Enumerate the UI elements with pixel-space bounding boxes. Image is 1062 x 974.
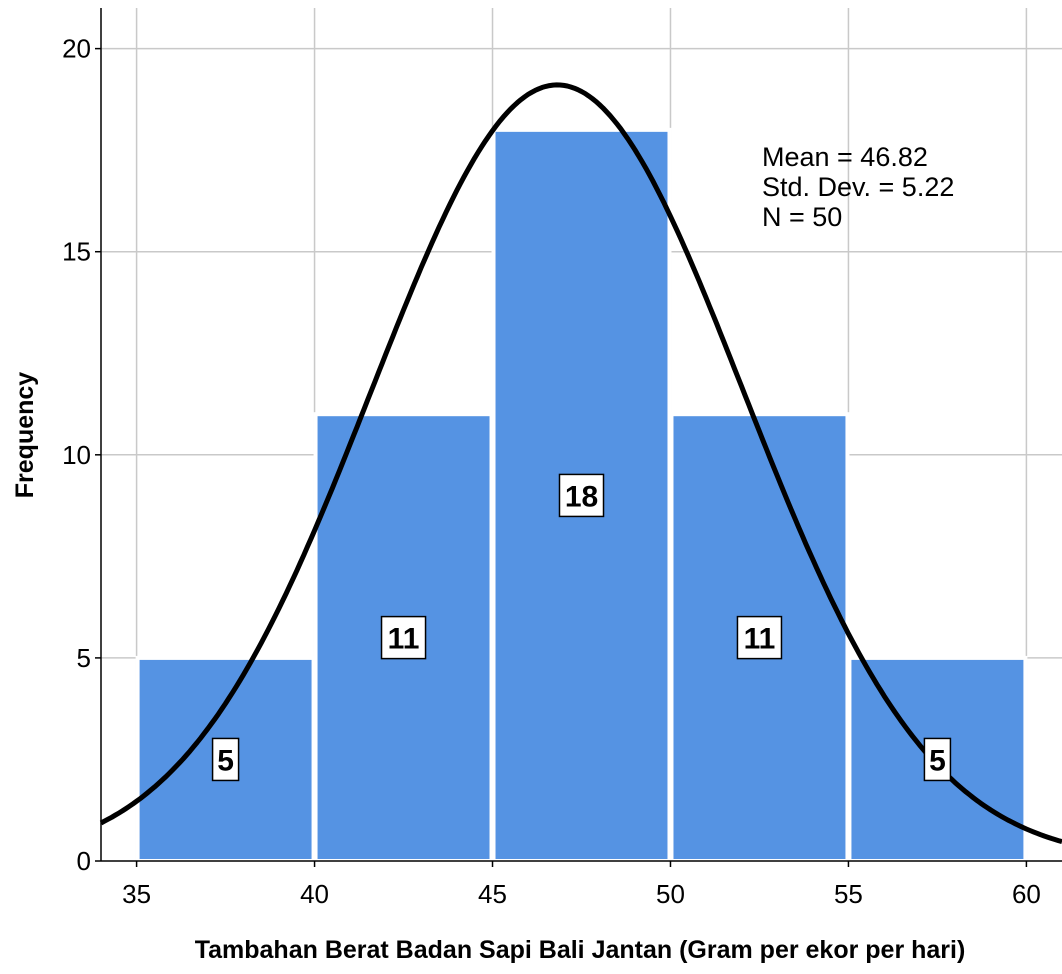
stats-legend: Mean = 46.82 Std. Dev. = 5.22 N = 50 bbox=[762, 142, 954, 232]
y-tick-label: 15 bbox=[62, 237, 91, 267]
y-tick-label: 0 bbox=[77, 846, 91, 876]
x-tick-label: 35 bbox=[122, 879, 151, 909]
y-axis-title: Frequency bbox=[11, 372, 39, 499]
y-tick-label: 20 bbox=[62, 34, 91, 64]
bar-data-label: 11 bbox=[744, 623, 776, 656]
bar-data-label: 5 bbox=[217, 744, 234, 777]
data-label-box bbox=[558, 473, 605, 518]
bar-data-label: 18 bbox=[565, 480, 598, 513]
x-axis-title: Tambahan Berat Badan Sapi Bali Jantan (G… bbox=[195, 936, 966, 964]
y-tick-label: 10 bbox=[62, 440, 91, 470]
normal-curve-layer bbox=[99, 82, 1062, 845]
stats-std-dev: Std. Dev. = 5.22 bbox=[762, 172, 954, 202]
data-label-box bbox=[736, 615, 783, 660]
x-tick-label: 40 bbox=[300, 879, 329, 909]
bar-data-label: 11 bbox=[388, 623, 420, 656]
data-label-box bbox=[211, 737, 240, 782]
data-label-box bbox=[923, 737, 952, 782]
bar-data-label: 5 bbox=[929, 744, 946, 777]
data-label-box bbox=[380, 615, 427, 660]
axes bbox=[95, 8, 1062, 867]
bar-data-labels: 5 11 18 11 5 bbox=[211, 473, 952, 782]
normal-curve bbox=[99, 82, 1062, 845]
x-tick-label: 60 bbox=[1012, 879, 1041, 909]
stats-n: N = 50 bbox=[762, 202, 842, 232]
x-tick-label: 55 bbox=[834, 879, 863, 909]
x-tick-label: 45 bbox=[478, 879, 507, 909]
y-tick-label: 5 bbox=[77, 643, 91, 673]
stats-mean: Mean = 46.82 bbox=[762, 142, 928, 172]
x-tick-label: 50 bbox=[656, 879, 685, 909]
